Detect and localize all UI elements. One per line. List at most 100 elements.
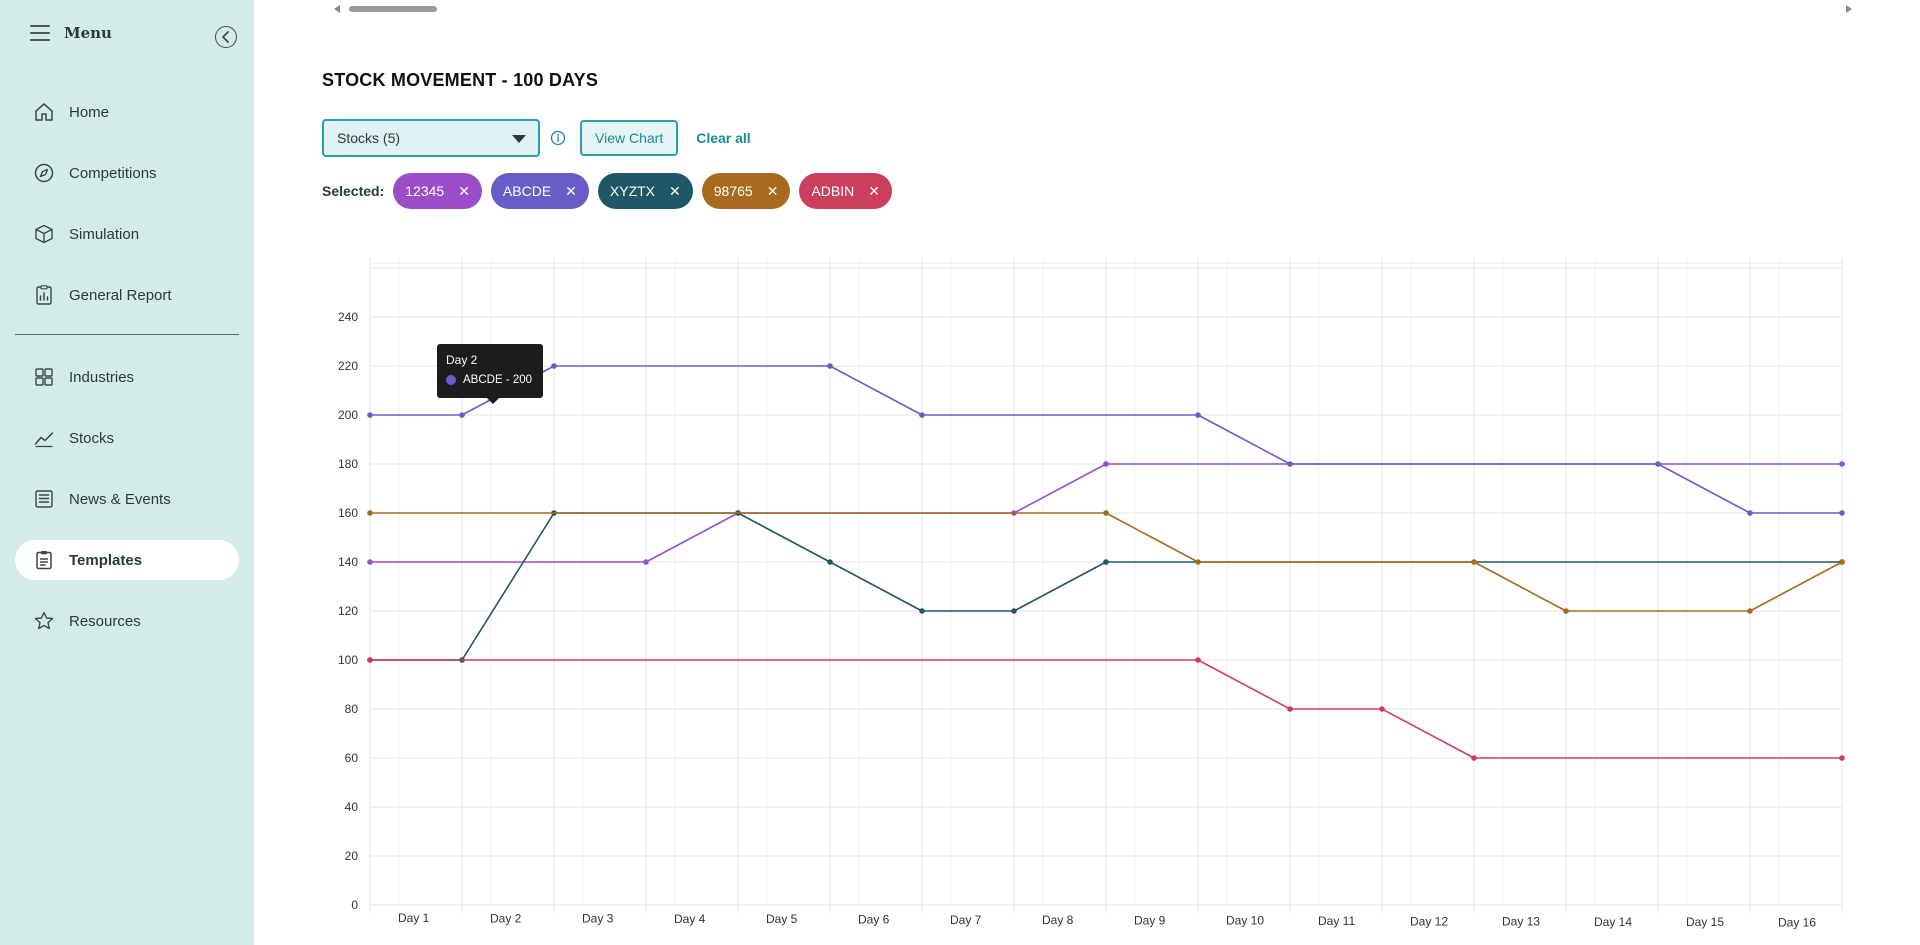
series-point-12345 xyxy=(367,559,373,565)
stock-chip-label: XYZTX xyxy=(609,183,656,199)
sidebar: Menu Home Competitions Simulation Genera… xyxy=(0,0,254,945)
menu-header[interactable]: Menu xyxy=(30,24,112,42)
scroll-left-icon[interactable] xyxy=(334,5,340,13)
stock-chip: ABCDE ✕ xyxy=(490,173,589,209)
sidebar-item-label: Industries xyxy=(69,368,135,386)
y-tick-label: 40 xyxy=(345,800,359,814)
series-point-XYZTX xyxy=(919,608,925,614)
grid-icon xyxy=(33,366,55,388)
remove-chip-icon[interactable]: ✕ xyxy=(766,183,779,199)
series-point-ABCDE xyxy=(459,412,465,418)
clipboard-icon xyxy=(33,549,55,571)
y-tick-label: 60 xyxy=(345,751,359,765)
sidebar-item-news-events[interactable]: News & Events xyxy=(15,479,239,519)
tooltip-row: ABCDE - 200 xyxy=(446,374,532,386)
chip-list: 12345 ✕ ABCDE ✕ XYZTX ✕ 98765 ✕ ADBIN ✕ xyxy=(393,173,901,209)
x-tick-label: Day 15 xyxy=(1686,915,1724,929)
star-icon xyxy=(33,610,55,632)
trend-icon xyxy=(33,427,55,449)
series-point-ABCDE xyxy=(1839,510,1845,516)
x-tick-label: Day 3 xyxy=(582,912,614,926)
view-chart-button[interactable]: View Chart xyxy=(580,120,679,156)
series-point-ADBIN xyxy=(1195,657,1201,663)
y-tick-label: 200 xyxy=(338,408,358,422)
remove-chip-icon[interactable]: ✕ xyxy=(669,183,681,199)
tooltip-title: Day 2 xyxy=(446,353,478,367)
sidebar-item-templates[interactable]: Templates xyxy=(15,540,239,580)
selected-stocks: Selected: 12345 ✕ ABCDE ✕ XYZTX ✕ 98765 ✕ ADBIN ✕ xyxy=(322,173,901,209)
x-tick-label: Day 2 xyxy=(490,911,522,925)
series-point-12345 xyxy=(643,559,649,565)
x-tick-label: Day 6 xyxy=(858,913,890,927)
remove-chip-icon[interactable]: ✕ xyxy=(565,183,577,199)
series-point-98765 xyxy=(367,510,373,516)
sidebar-item-label: Competitions xyxy=(69,164,157,182)
cube-icon xyxy=(33,223,55,245)
x-tick-label: Day 9 xyxy=(1134,913,1166,927)
x-tick-label: Day 11 xyxy=(1318,914,1355,928)
sidebar-item-stocks[interactable]: Stocks xyxy=(15,418,239,458)
sidebar-item-label: General Report xyxy=(69,286,172,304)
series-point-ABCDE xyxy=(1287,461,1293,467)
sidebar-item-label: Simulation xyxy=(69,225,140,243)
clear-all-link[interactable]: Clear all xyxy=(696,130,751,146)
remove-chip-icon[interactable]: ✕ xyxy=(458,183,470,199)
newspaper-icon xyxy=(33,488,55,510)
horizontal-scrollbar[interactable] xyxy=(330,2,1860,14)
stock-chip: 98765 ✕ xyxy=(701,173,791,209)
tooltip-tail xyxy=(487,398,499,404)
stock-chip-label: ABCDE xyxy=(502,183,552,199)
sidebar-item-home[interactable]: Home xyxy=(15,92,239,132)
scroll-right-icon[interactable] xyxy=(1846,5,1852,13)
y-tick-label: 0 xyxy=(351,898,358,912)
y-tick-label: 100 xyxy=(338,653,358,667)
y-tick-label: 120 xyxy=(338,604,358,618)
x-tick-label: Day 7 xyxy=(950,913,982,927)
sidebar-item-general-report[interactable]: General Report xyxy=(15,275,239,315)
series-point-ABCDE xyxy=(551,363,557,369)
sidebar-item-label: News & Events xyxy=(69,490,171,508)
x-tick-label: Day 13 xyxy=(1502,915,1540,929)
series-point-XYZTX xyxy=(827,559,833,565)
sidebar-item-resources[interactable]: Resources xyxy=(15,601,239,641)
series-point-ABCDE xyxy=(1195,412,1201,418)
sidebar-item-label: Home xyxy=(69,103,110,121)
series-point-XYZTX xyxy=(1011,608,1017,614)
hamburger-icon[interactable] xyxy=(30,24,52,42)
scrollbar-thumb[interactable] xyxy=(349,6,437,12)
x-tick-label: Day 14 xyxy=(1594,915,1632,929)
stocks-select[interactable]: Stocks (5) xyxy=(322,119,540,157)
stock-chip: ADBIN ✕ xyxy=(799,173,892,209)
home-icon xyxy=(33,101,55,123)
sidebar-item-industries[interactable]: Industries xyxy=(15,357,239,397)
remove-chip-icon[interactable]: ✕ xyxy=(868,183,880,199)
series-point-ADBIN xyxy=(1839,755,1845,761)
chart-controls: Stocks (5) View Chart Clear all xyxy=(322,119,751,157)
caret-down-icon xyxy=(512,135,526,143)
stock-chip-label: 12345 xyxy=(405,183,445,199)
series-point-98765 xyxy=(1563,608,1569,614)
series-point-98765 xyxy=(1839,559,1845,565)
chart-svg: 0 20 40 60 80 100 120 140 160 180 200 220 240 Day 1 Da… xyxy=(338,258,1845,930)
collapse-sidebar-button[interactable] xyxy=(215,26,237,48)
y-tick-label: 240 xyxy=(338,310,358,324)
series-point-12345 xyxy=(1839,461,1845,467)
series-point-ABCDE xyxy=(827,363,833,369)
tooltip-color-dot xyxy=(446,375,456,385)
sidebar-nav: Home Competitions Simulation General Rep… xyxy=(15,92,239,662)
series-point-ADBIN xyxy=(1471,755,1477,761)
series-point-ABCDE xyxy=(1747,510,1753,516)
selected-label: Selected: xyxy=(322,183,385,199)
compass-icon xyxy=(33,162,55,184)
sidebar-item-competitions[interactable]: Competitions xyxy=(15,153,239,193)
sidebar-item-simulation[interactable]: Simulation xyxy=(15,214,239,254)
y-tick-label: 20 xyxy=(345,849,359,863)
x-tick-label: Day 8 xyxy=(1042,913,1074,927)
menu-title: Menu xyxy=(64,24,112,42)
series-point-98765 xyxy=(1471,559,1477,565)
series-line-ABCDE xyxy=(370,365,1842,514)
stock-chip: XYZTX ✕ xyxy=(597,173,693,209)
series-point-ABCDE xyxy=(1655,461,1661,467)
info-icon[interactable] xyxy=(550,130,566,146)
